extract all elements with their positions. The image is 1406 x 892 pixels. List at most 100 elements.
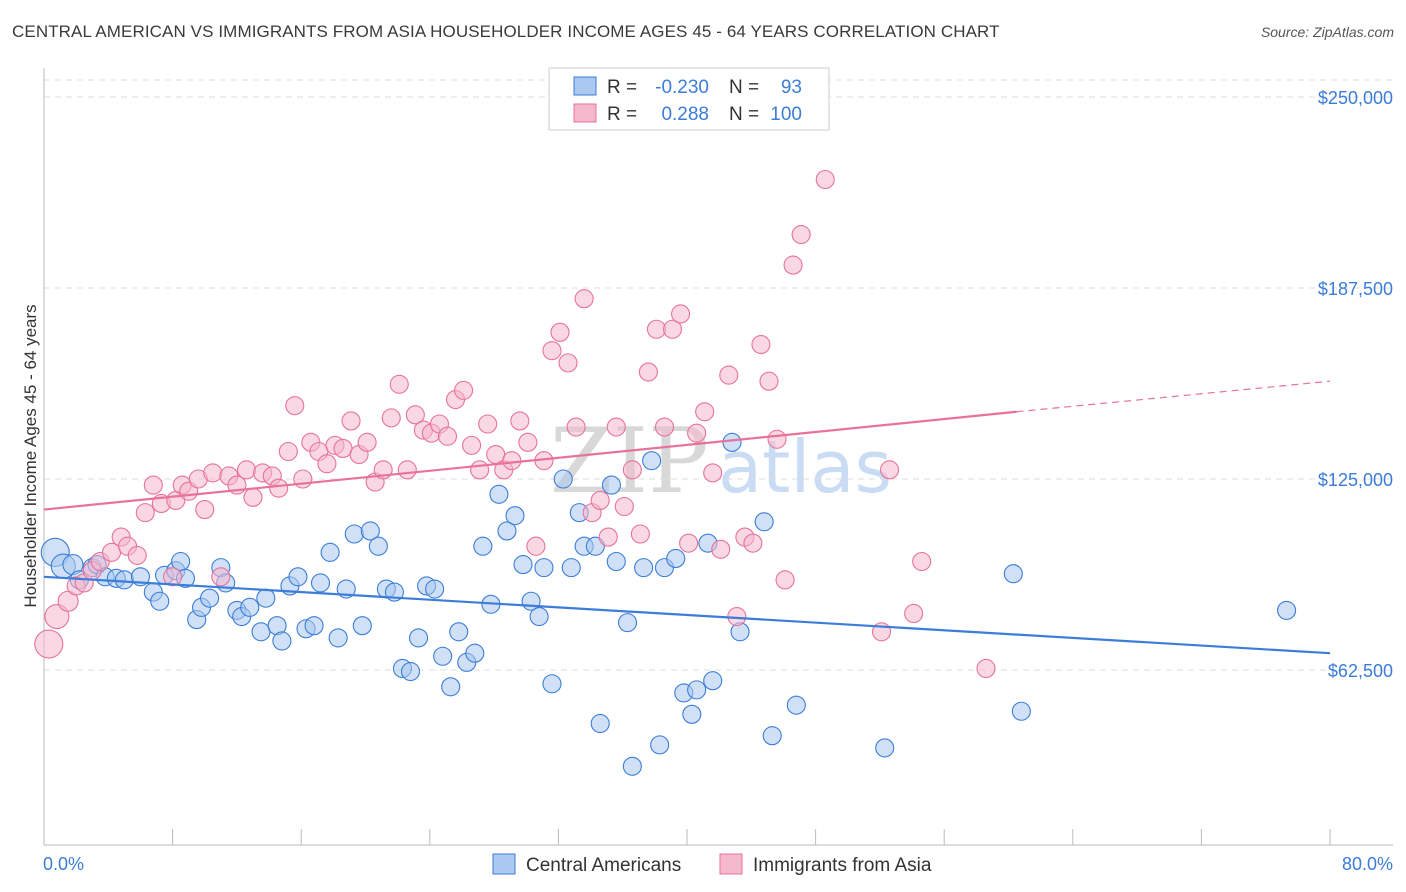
central-americans-point <box>425 579 445 599</box>
central-americans-point <box>754 512 774 532</box>
immigrants-asia-point <box>687 423 707 443</box>
immigrants-asia-point <box>269 478 289 498</box>
central-americans-point <box>634 558 654 578</box>
central-americans-point <box>408 628 429 648</box>
central-americans-point <box>513 555 533 575</box>
x-tick-label-max: 80.0% <box>1342 854 1393 874</box>
immigrants-asia-point <box>381 408 401 428</box>
watermark-atlas: atlas <box>718 425 892 509</box>
immigrants-asia-point <box>912 551 932 572</box>
central-americans-point <box>310 573 331 593</box>
immigrants-asia-points <box>34 169 996 679</box>
central-americans-point <box>561 558 581 578</box>
legend-n-value-1: 93 <box>781 77 802 98</box>
tick-labels: $250,000 $187,500 $125,000 $62,500 <box>1318 88 1393 681</box>
immigrants-asia-point <box>195 500 215 520</box>
central-americans-point <box>489 484 509 504</box>
immigrants-asia-point <box>759 371 779 391</box>
axes <box>43 68 1393 846</box>
central-americans-point <box>497 521 517 541</box>
immigrants-asia-point <box>703 463 723 483</box>
central-americans-point <box>449 622 469 642</box>
central-americans-point <box>642 451 662 471</box>
immigrants-asia-point <box>558 353 578 373</box>
bottom-legend-immigrants-asia: Immigrants from Asia <box>753 855 932 876</box>
central-americans-point <box>441 677 461 697</box>
immigrants-asia-point <box>454 380 474 400</box>
immigrants-asia-point <box>743 533 763 553</box>
central-americans-point <box>722 432 742 452</box>
immigrants-asia-point <box>550 322 570 342</box>
central-americans-point <box>617 613 638 633</box>
central-americans-point <box>601 475 621 495</box>
immigrants-asia-point <box>526 536 546 556</box>
central-americans-point <box>542 674 562 694</box>
legend-swatch-blue <box>573 76 597 96</box>
immigrants-asia-point <box>357 432 377 452</box>
immigrants-asia-point <box>695 402 715 422</box>
y-axis-label: Householder Income Ages 45 - 64 years <box>21 304 40 607</box>
central-americans-point <box>682 704 702 724</box>
immigrants-asia-point <box>236 460 257 480</box>
central-americans-point <box>606 551 626 572</box>
central-americans-point <box>433 646 453 666</box>
immigrants-asia-point <box>654 417 675 437</box>
immigrants-asia-point <box>333 438 353 458</box>
trend-lines <box>43 380 1331 655</box>
central-americans-point <box>875 738 895 758</box>
immigrants-asia-point <box>278 441 298 462</box>
legend-n-label-1: N = <box>729 77 759 98</box>
immigrants-asia-point <box>783 255 803 275</box>
immigrants-asia-point <box>614 496 634 517</box>
x-tick-label-min: 0.0% <box>43 854 84 874</box>
immigrants-asia-point <box>976 658 996 679</box>
immigrants-asia-point <box>518 432 538 452</box>
central-americans-point <box>666 548 686 569</box>
central-americans-point <box>304 616 324 636</box>
central-americans-point <box>360 521 380 541</box>
legend-r-label-1: R = <box>607 77 637 98</box>
central-americans-point <box>352 616 372 636</box>
central-americans-point <box>251 622 271 642</box>
central-americans-point <box>1003 564 1023 584</box>
immigrants-asia-point <box>389 374 409 394</box>
immigrants-asia-point <box>590 490 610 510</box>
central-americans-point <box>328 628 348 648</box>
central-americans-point <box>762 726 782 746</box>
immigrants-asia-point <box>638 362 658 382</box>
immigrants-asia-point <box>622 460 642 480</box>
immigrants-asia-point <box>478 414 498 434</box>
central-americans-point <box>288 567 308 587</box>
bottom-legend-swatch-pink <box>719 853 743 875</box>
central-americans-point <box>400 661 421 682</box>
immigrants-asia-point <box>542 341 562 361</box>
immigrants-asia-point <box>679 533 699 553</box>
immigrants-asia-point <box>711 539 731 559</box>
immigrants-asia-point <box>904 603 924 624</box>
immigrants-asia-point <box>767 429 787 449</box>
central-americans-point <box>590 713 610 734</box>
immigrants-asia-point <box>34 629 64 659</box>
central-americans-point <box>344 524 364 544</box>
legend-r-value-1: -0.230 <box>655 77 709 98</box>
central-americans-point <box>473 536 493 556</box>
immigrants-asia-point <box>243 487 263 507</box>
central-americans-point <box>529 606 549 627</box>
immigrants-asia-point <box>127 545 147 565</box>
immigrants-asia-point <box>671 304 691 324</box>
central-americans-point <box>240 597 260 617</box>
immigrants-asia-point <box>502 451 522 471</box>
y-tick-label: $187,500 <box>1318 279 1393 299</box>
immigrants-asia-trend-extension <box>1016 380 1331 413</box>
immigrants-asia-point <box>405 405 425 425</box>
central-americans-point <box>786 695 806 715</box>
central-americans-point <box>650 735 670 755</box>
gridlines <box>44 79 1393 671</box>
y-tick-label: $125,000 <box>1318 470 1393 490</box>
immigrants-asia-point <box>791 224 811 245</box>
central-americans-point <box>368 536 388 556</box>
central-americans-point <box>687 680 707 700</box>
immigrants-asia-point <box>662 319 683 339</box>
immigrants-asia-point <box>317 454 337 474</box>
